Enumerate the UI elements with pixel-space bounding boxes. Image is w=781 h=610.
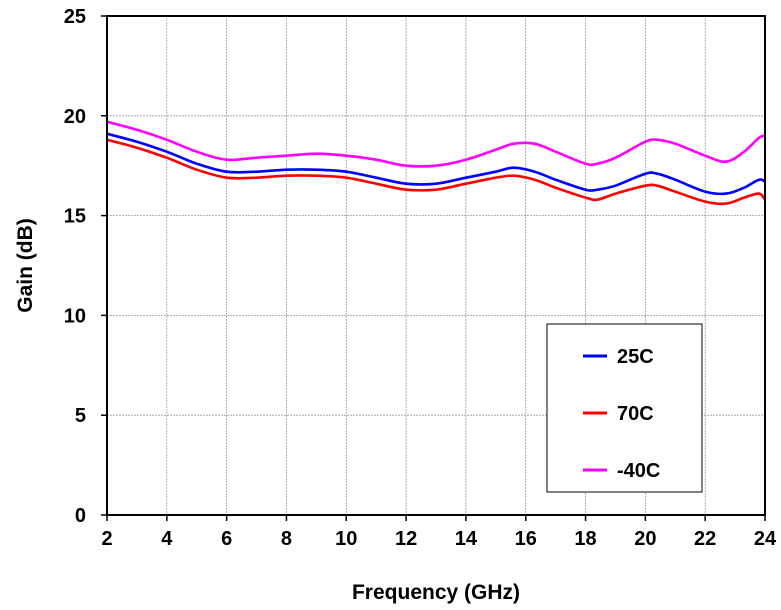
x-tick-label: 16 [515, 528, 537, 550]
legend-box [546, 323, 703, 493]
legend: 25C 70C -40C [546, 323, 703, 493]
y-tick-label: 5 [75, 405, 86, 427]
x-tick-label: 20 [634, 528, 656, 550]
y-tick-label: 25 [64, 6, 86, 28]
x-tick-label: 6 [221, 528, 232, 550]
legend-item: 70C [583, 403, 654, 425]
plot-area-border [106, 15, 766, 516]
series-line-70c [106, 138, 767, 206]
x-tick-label: 24 [754, 528, 777, 550]
y-tick-label: 10 [64, 305, 86, 327]
legend-label: 25C [617, 346, 654, 368]
x-tick-label: 2 [101, 528, 112, 550]
x-axis-tick-labels: 2 4 6 8 10 12 14 16 18 20 22 24 [101, 528, 777, 550]
x-tick-label: 4 [161, 528, 173, 550]
x-tick-label: 18 [574, 528, 596, 550]
axis-ticks [101, 15, 766, 521]
legend-items: 25C 70C -40C [583, 346, 660, 482]
legend-item: -40C [583, 460, 660, 482]
y-tick-label: 15 [64, 206, 86, 228]
x-tick-label: 14 [455, 528, 478, 550]
legend-label: -40C [617, 460, 660, 482]
x-tick-label: 8 [281, 528, 292, 550]
x-tick-label: 22 [694, 528, 716, 550]
y-axis-title: Gain (dB) [14, 218, 37, 313]
y-tick-label: 20 [64, 106, 86, 128]
series-line-25c [106, 132, 766, 196]
series-line-40c [106, 120, 766, 168]
legend-item: 25C [583, 346, 654, 368]
y-tick-label: 0 [75, 505, 86, 527]
x-tick-label: 12 [395, 528, 417, 550]
x-tick-label: 10 [335, 528, 357, 550]
y-axis-tick-labels: 0 5 10 15 20 25 [64, 6, 86, 527]
series-lines [106, 120, 767, 206]
x-axis-title: Frequency (GHz) [352, 581, 520, 604]
legend-label: 70C [617, 403, 654, 425]
